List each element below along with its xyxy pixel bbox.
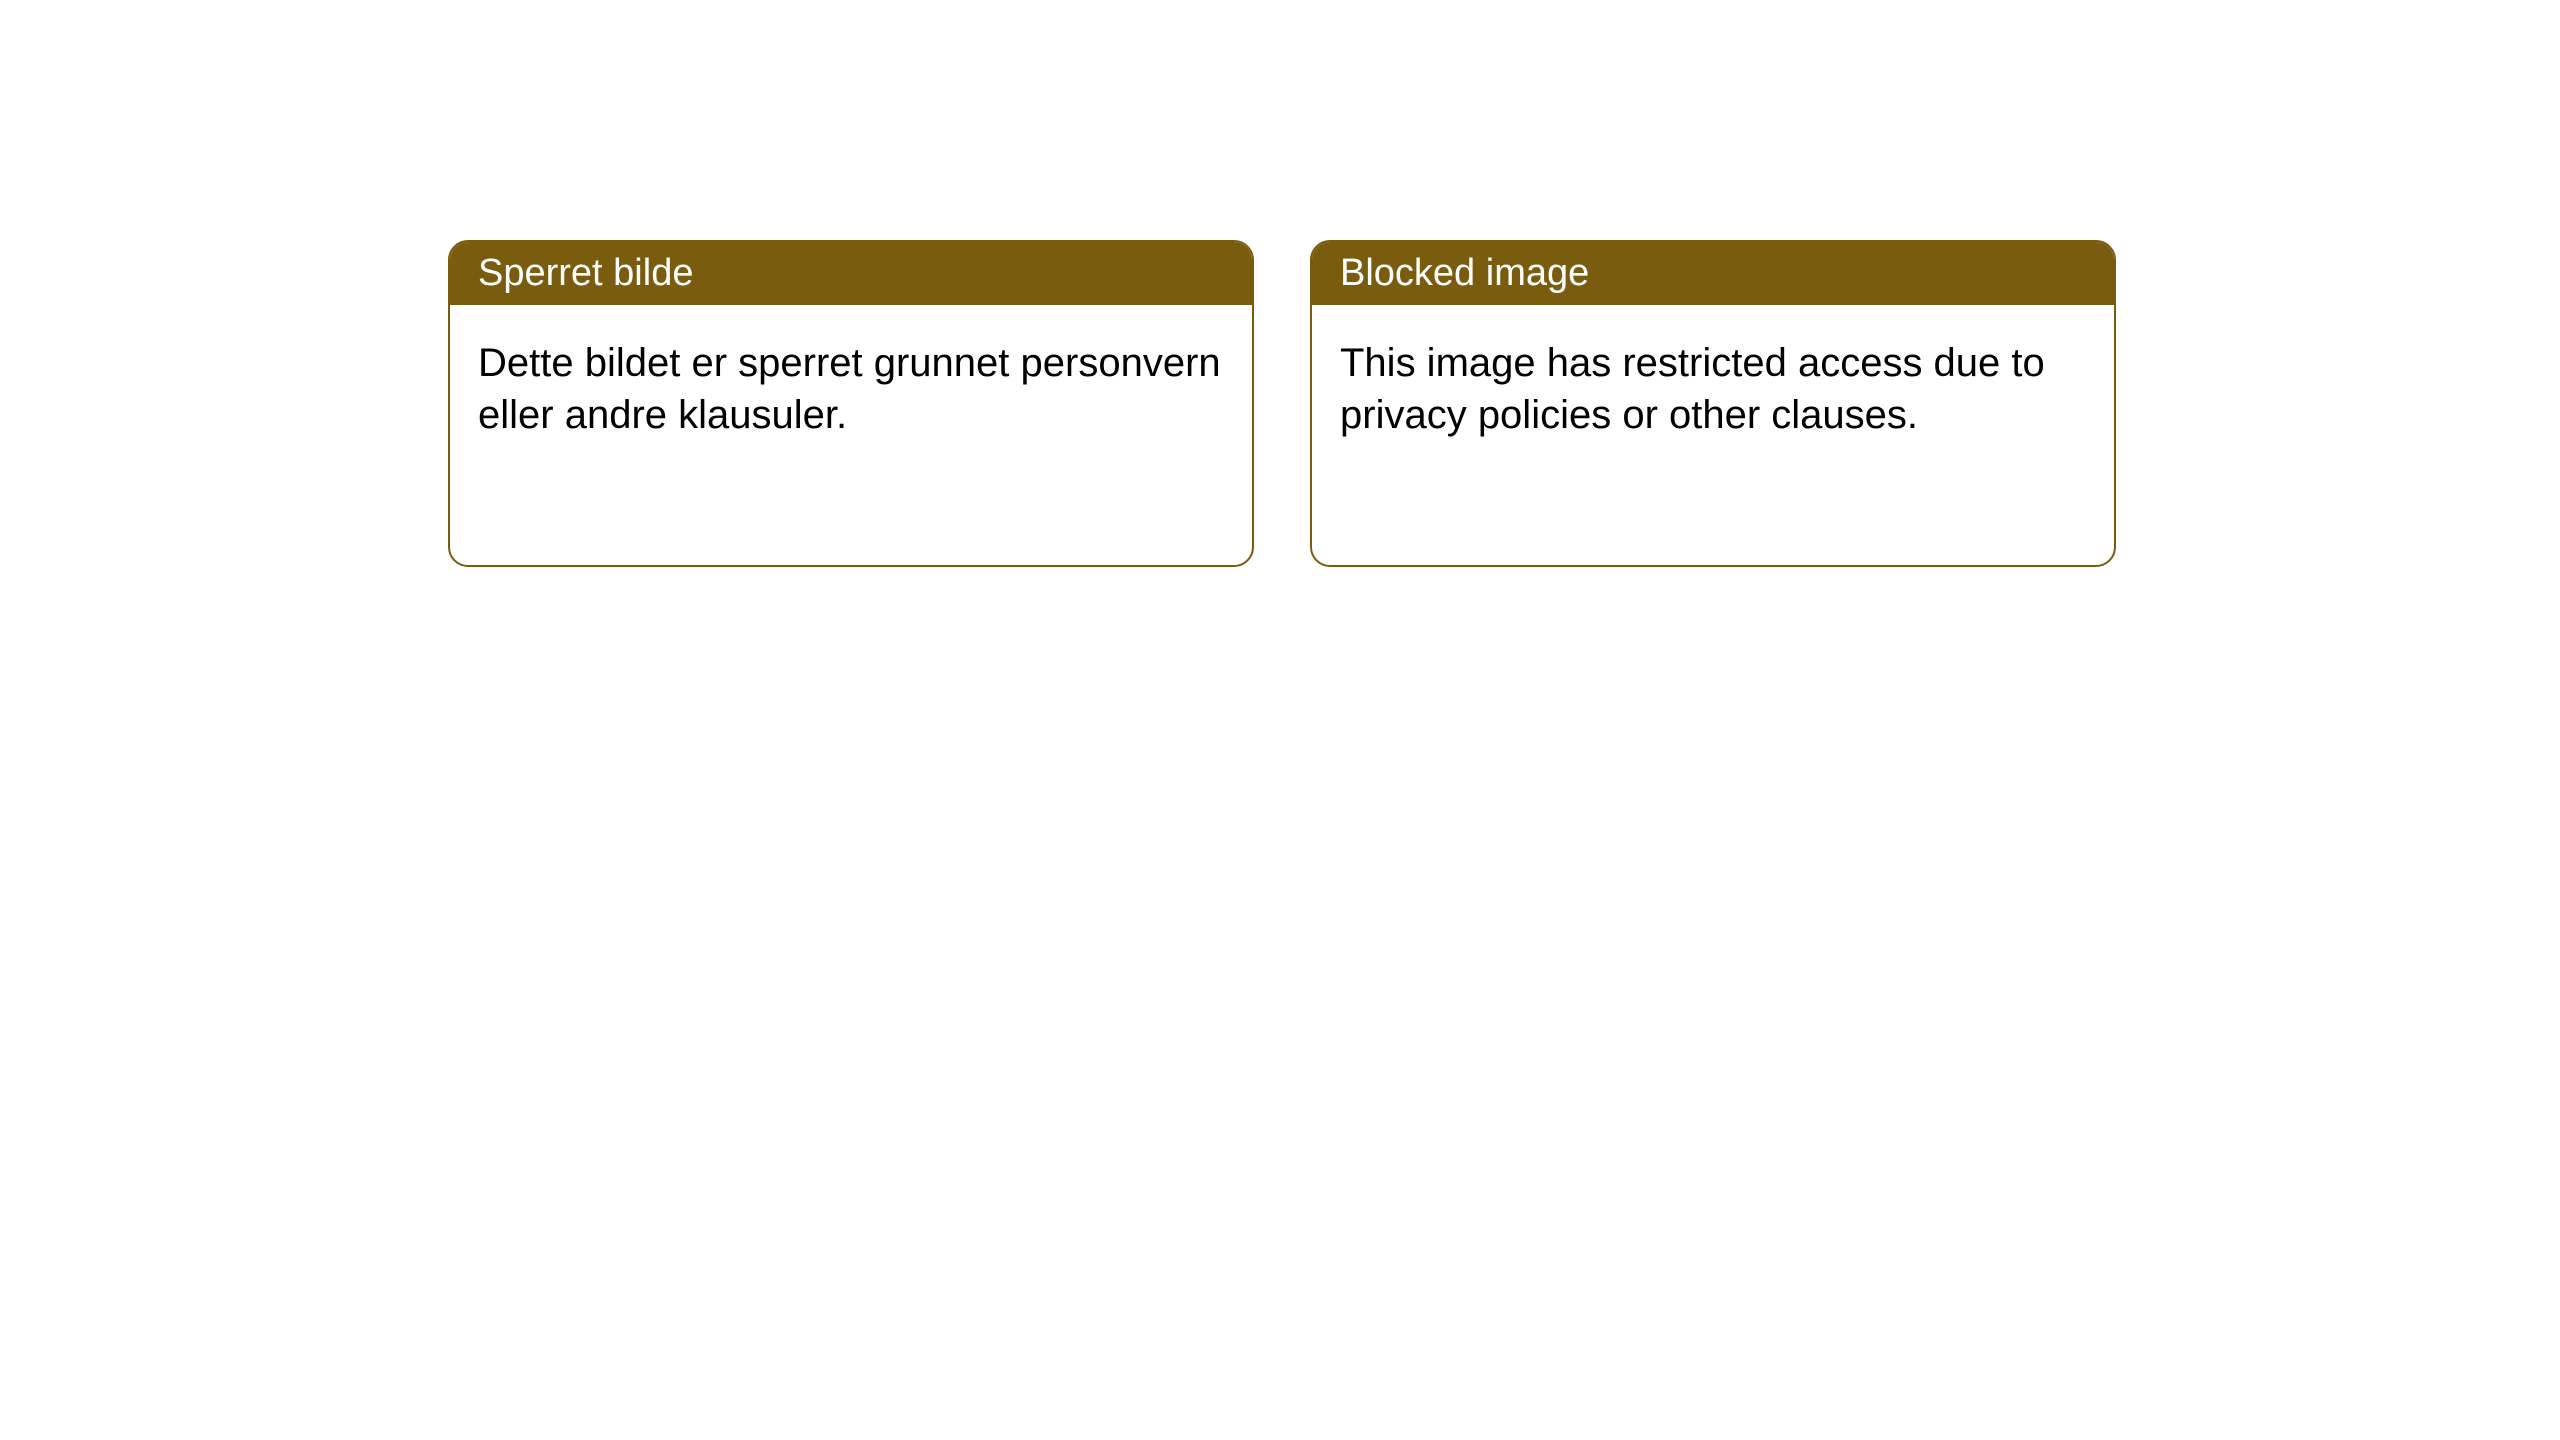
- notice-title-norwegian: Sperret bilde: [478, 252, 693, 294]
- notice-header-english: Blocked image: [1312, 242, 2114, 305]
- notice-body-english: This image has restricted access due to …: [1312, 305, 2114, 565]
- notice-card-english: Blocked image This image has restricted …: [1310, 240, 2116, 567]
- notice-container: Sperret bilde Dette bildet er sperret gr…: [0, 0, 2560, 567]
- notice-card-norwegian: Sperret bilde Dette bildet er sperret gr…: [448, 240, 1254, 567]
- notice-header-norwegian: Sperret bilde: [450, 242, 1252, 305]
- notice-title-english: Blocked image: [1340, 252, 1589, 294]
- notice-text-english: This image has restricted access due to …: [1340, 341, 2045, 437]
- notice-body-norwegian: Dette bildet er sperret grunnet personve…: [450, 305, 1252, 565]
- notice-text-norwegian: Dette bildet er sperret grunnet personve…: [478, 341, 1221, 437]
